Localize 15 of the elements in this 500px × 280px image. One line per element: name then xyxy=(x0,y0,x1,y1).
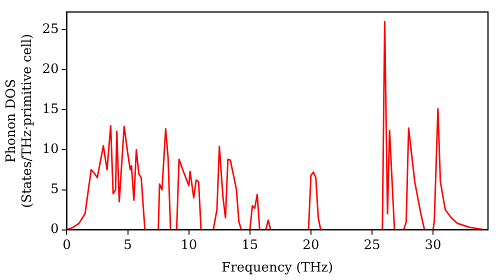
x-tick-label: 25 xyxy=(364,238,380,253)
x-tick-label: 5 xyxy=(124,238,132,253)
x-axis-title: Frequency (THz) xyxy=(222,260,334,276)
y-tick-label: 0 xyxy=(50,222,59,238)
x-tick-label: 0 xyxy=(62,238,71,253)
y-tick-label: 25 xyxy=(42,22,59,37)
y-tick-label: 20 xyxy=(42,62,59,78)
x-tick-label: 15 xyxy=(242,238,258,253)
y-tick-label: 5 xyxy=(50,182,59,198)
y-axis-title: Phonon DOS (States/THz·primitive cell) xyxy=(4,34,35,208)
x-tick-label: 30 xyxy=(424,238,442,253)
x-tick-label: 10 xyxy=(180,238,198,253)
y-tick-label: 10 xyxy=(42,142,59,158)
y-tick-label: 15 xyxy=(42,102,59,118)
x-tick-label: 20 xyxy=(302,238,320,253)
